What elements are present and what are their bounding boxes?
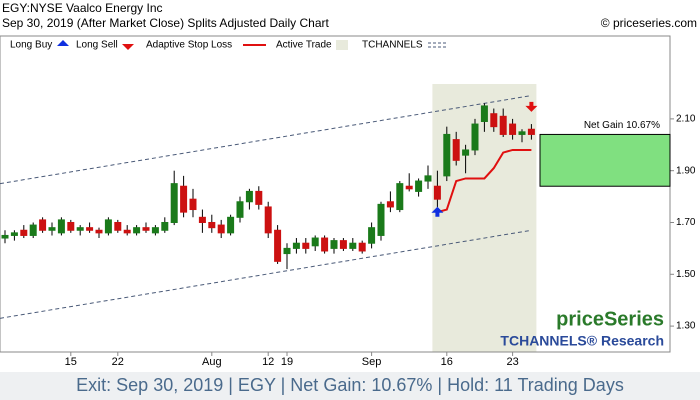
candle-body [39, 219, 47, 231]
y-tick-label: 2.10 [676, 114, 696, 125]
x-tick-label: 22 [112, 356, 124, 368]
x-tick-label: 16 [441, 356, 453, 368]
candle-body [189, 198, 197, 211]
candle-body [509, 123, 517, 135]
candle-body [208, 221, 216, 229]
candle-body [245, 190, 253, 203]
candle-body [10, 232, 18, 236]
candle-body [518, 131, 526, 135]
candle-body [95, 229, 103, 234]
candle-body [198, 216, 206, 223]
x-tick-label: 19 [281, 356, 293, 368]
candle-body [151, 227, 159, 234]
candle-body [358, 242, 366, 252]
x-tick-label: 15 [65, 356, 77, 368]
candle-body [123, 229, 131, 234]
candle-body [264, 206, 272, 234]
candle-body [1, 234, 9, 239]
candle-body [433, 185, 441, 200]
candle-body [443, 133, 451, 177]
candle-body [180, 185, 188, 213]
y-tick-label: 1.70 [676, 217, 696, 228]
candle-body [114, 221, 122, 231]
candle-body [86, 227, 94, 231]
watermark: priceSeries [556, 308, 664, 330]
plot-frame [0, 35, 671, 353]
legend-icon [122, 44, 134, 50]
candle-body [20, 229, 28, 236]
candle-body [255, 190, 263, 205]
x-tick-label: 12 [262, 356, 274, 368]
legend-icon [57, 40, 69, 46]
x-tick-label: Aug [202, 356, 222, 368]
y-tick-label: 1.90 [676, 165, 696, 176]
candle-body [236, 201, 244, 218]
legend-icon [336, 40, 348, 50]
candle-body [368, 227, 376, 244]
candle-body [274, 229, 282, 262]
candle-body [349, 242, 357, 249]
stop-loss-line [437, 148, 532, 214]
candle-body [67, 221, 75, 231]
long-sell-arrow [525, 101, 538, 112]
copyright: © priceseries.com [601, 16, 697, 30]
candle-body [302, 242, 310, 249]
candle-body [377, 203, 385, 236]
long-buy-arrow [431, 206, 444, 217]
candle-body [76, 227, 84, 231]
candle-body [471, 123, 479, 151]
candle-body [396, 183, 404, 211]
legend-label: Long Buy [10, 40, 52, 51]
footer: Exit: Sep 30, 2019 | EGY | Net Gain: 10.… [76, 375, 624, 395]
candle-body [321, 237, 329, 252]
candle-body [405, 185, 413, 190]
candle-body [386, 201, 394, 208]
candle-body [415, 180, 423, 192]
candle-body [227, 216, 235, 234]
candle-body [133, 227, 141, 234]
candle-body [29, 224, 37, 236]
research: TCHANNELS® Research [500, 333, 664, 349]
candle-body [330, 240, 338, 249]
legend-label: Adaptive Stop Loss [146, 40, 232, 51]
channel-lower [0, 229, 532, 319]
candle-body [57, 219, 65, 234]
candle-body [142, 227, 150, 231]
x-tick-label: 23 [506, 356, 518, 368]
candle-body [499, 115, 507, 135]
candle-body [311, 237, 319, 247]
net-gain-box [539, 133, 671, 187]
candle-body [490, 113, 498, 128]
candle-body [48, 227, 56, 231]
candle-body [104, 219, 112, 234]
chart-title: EGY:NYSE Vaalco Energy Inc [2, 1, 163, 15]
channel-upper [0, 95, 532, 185]
legend-label: TCHANNELS [362, 40, 423, 51]
y-tick-label: 1.30 [676, 321, 696, 332]
candle-body [161, 221, 169, 231]
candle-body [170, 183, 178, 223]
candle-body [283, 247, 291, 255]
legend-label: Active Trade [276, 40, 332, 51]
net-gain-label: Net Gain 10.67% [584, 120, 660, 131]
candle-body [462, 149, 470, 156]
candle-body [339, 240, 347, 249]
candle-body [292, 242, 300, 249]
chart-subtitle: Sep 30, 2019 (After Market Close) Splits… [2, 16, 329, 30]
candle-body [452, 139, 460, 161]
candle-body [527, 128, 535, 135]
candle-body [217, 224, 225, 234]
x-tick-label: Sep [362, 356, 382, 368]
candle-body [480, 105, 488, 122]
y-tick-label: 1.50 [676, 269, 696, 280]
candle-body [424, 175, 432, 182]
legend-label: Long Sell [76, 40, 118, 51]
footer-band [0, 372, 700, 400]
